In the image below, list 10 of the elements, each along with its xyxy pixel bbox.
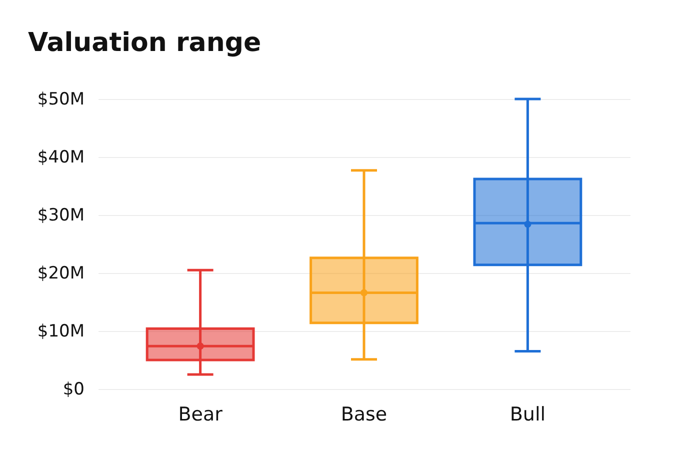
y-tick-label: $20M (37, 264, 84, 284)
chart-title: Valuation range (28, 28, 262, 58)
x-tick-label: Bear (178, 404, 223, 426)
x-tick-label: Base (340, 404, 388, 426)
y-tick-label: $30M (37, 206, 84, 226)
y-tick-label: $10M (37, 322, 84, 342)
y-tick-label: $40M (37, 148, 84, 168)
x-tick-label: Bull (510, 404, 546, 426)
y-tick-label: $50M (37, 90, 84, 110)
y-tick-label: $0 (62, 380, 84, 400)
